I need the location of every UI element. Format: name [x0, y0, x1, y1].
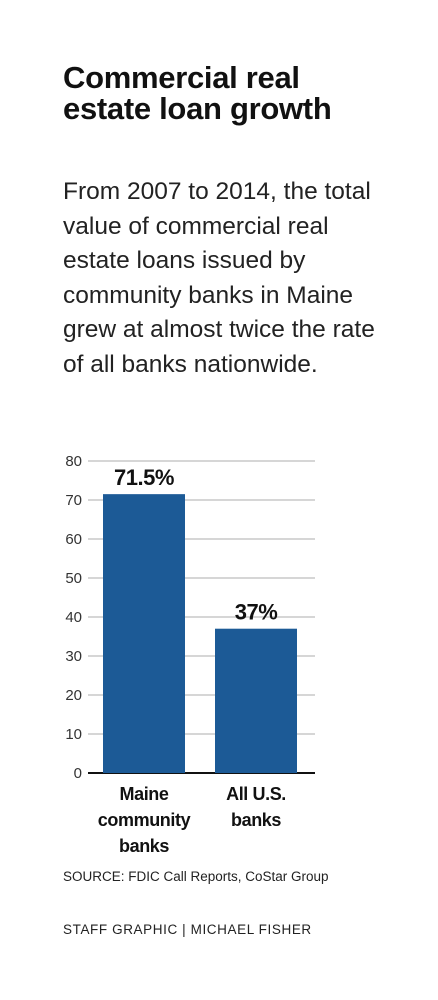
bar	[103, 494, 185, 773]
source-note: SOURCE: FDIC Call Reports, CoStar Group	[63, 869, 329, 884]
x-axis-categories: Maine community banks All U.S. banks	[98, 784, 287, 856]
y-tick-label: 70	[65, 492, 82, 509]
data-labels: 71.5% 37%	[114, 465, 278, 625]
bars	[103, 494, 297, 773]
y-tick-label: 30	[65, 648, 82, 665]
y-tick-label: 20	[65, 687, 82, 704]
y-tick-label: 80	[65, 453, 82, 470]
y-tick-label: 10	[65, 726, 82, 743]
y-axis-ticks: 0 10 20 30 40 50 60 70 80	[65, 453, 82, 782]
bar-value-label: 71.5%	[114, 465, 174, 490]
bar-value-label: 37%	[235, 600, 278, 625]
bar-chart: 0 10 20 30 40 50 60 70 80 71.5% 37% Maine communit…	[65, 453, 315, 856]
y-tick-label: 60	[65, 531, 82, 548]
chart-subtitle: From 2007 to 2014, the total value of co…	[63, 178, 375, 378]
x-category-label: All U.S. banks	[226, 784, 286, 830]
x-category-label: Maine community banks	[98, 784, 191, 856]
y-tick-label: 0	[74, 765, 82, 782]
bar	[215, 628, 297, 773]
y-tick-label: 40	[65, 609, 82, 626]
chart-title: Commercial real estate loan growth	[63, 60, 332, 126]
staff-credit: STAFF GRAPHIC | MICHAEL FISHER	[63, 922, 312, 937]
y-tick-label: 50	[65, 570, 82, 587]
